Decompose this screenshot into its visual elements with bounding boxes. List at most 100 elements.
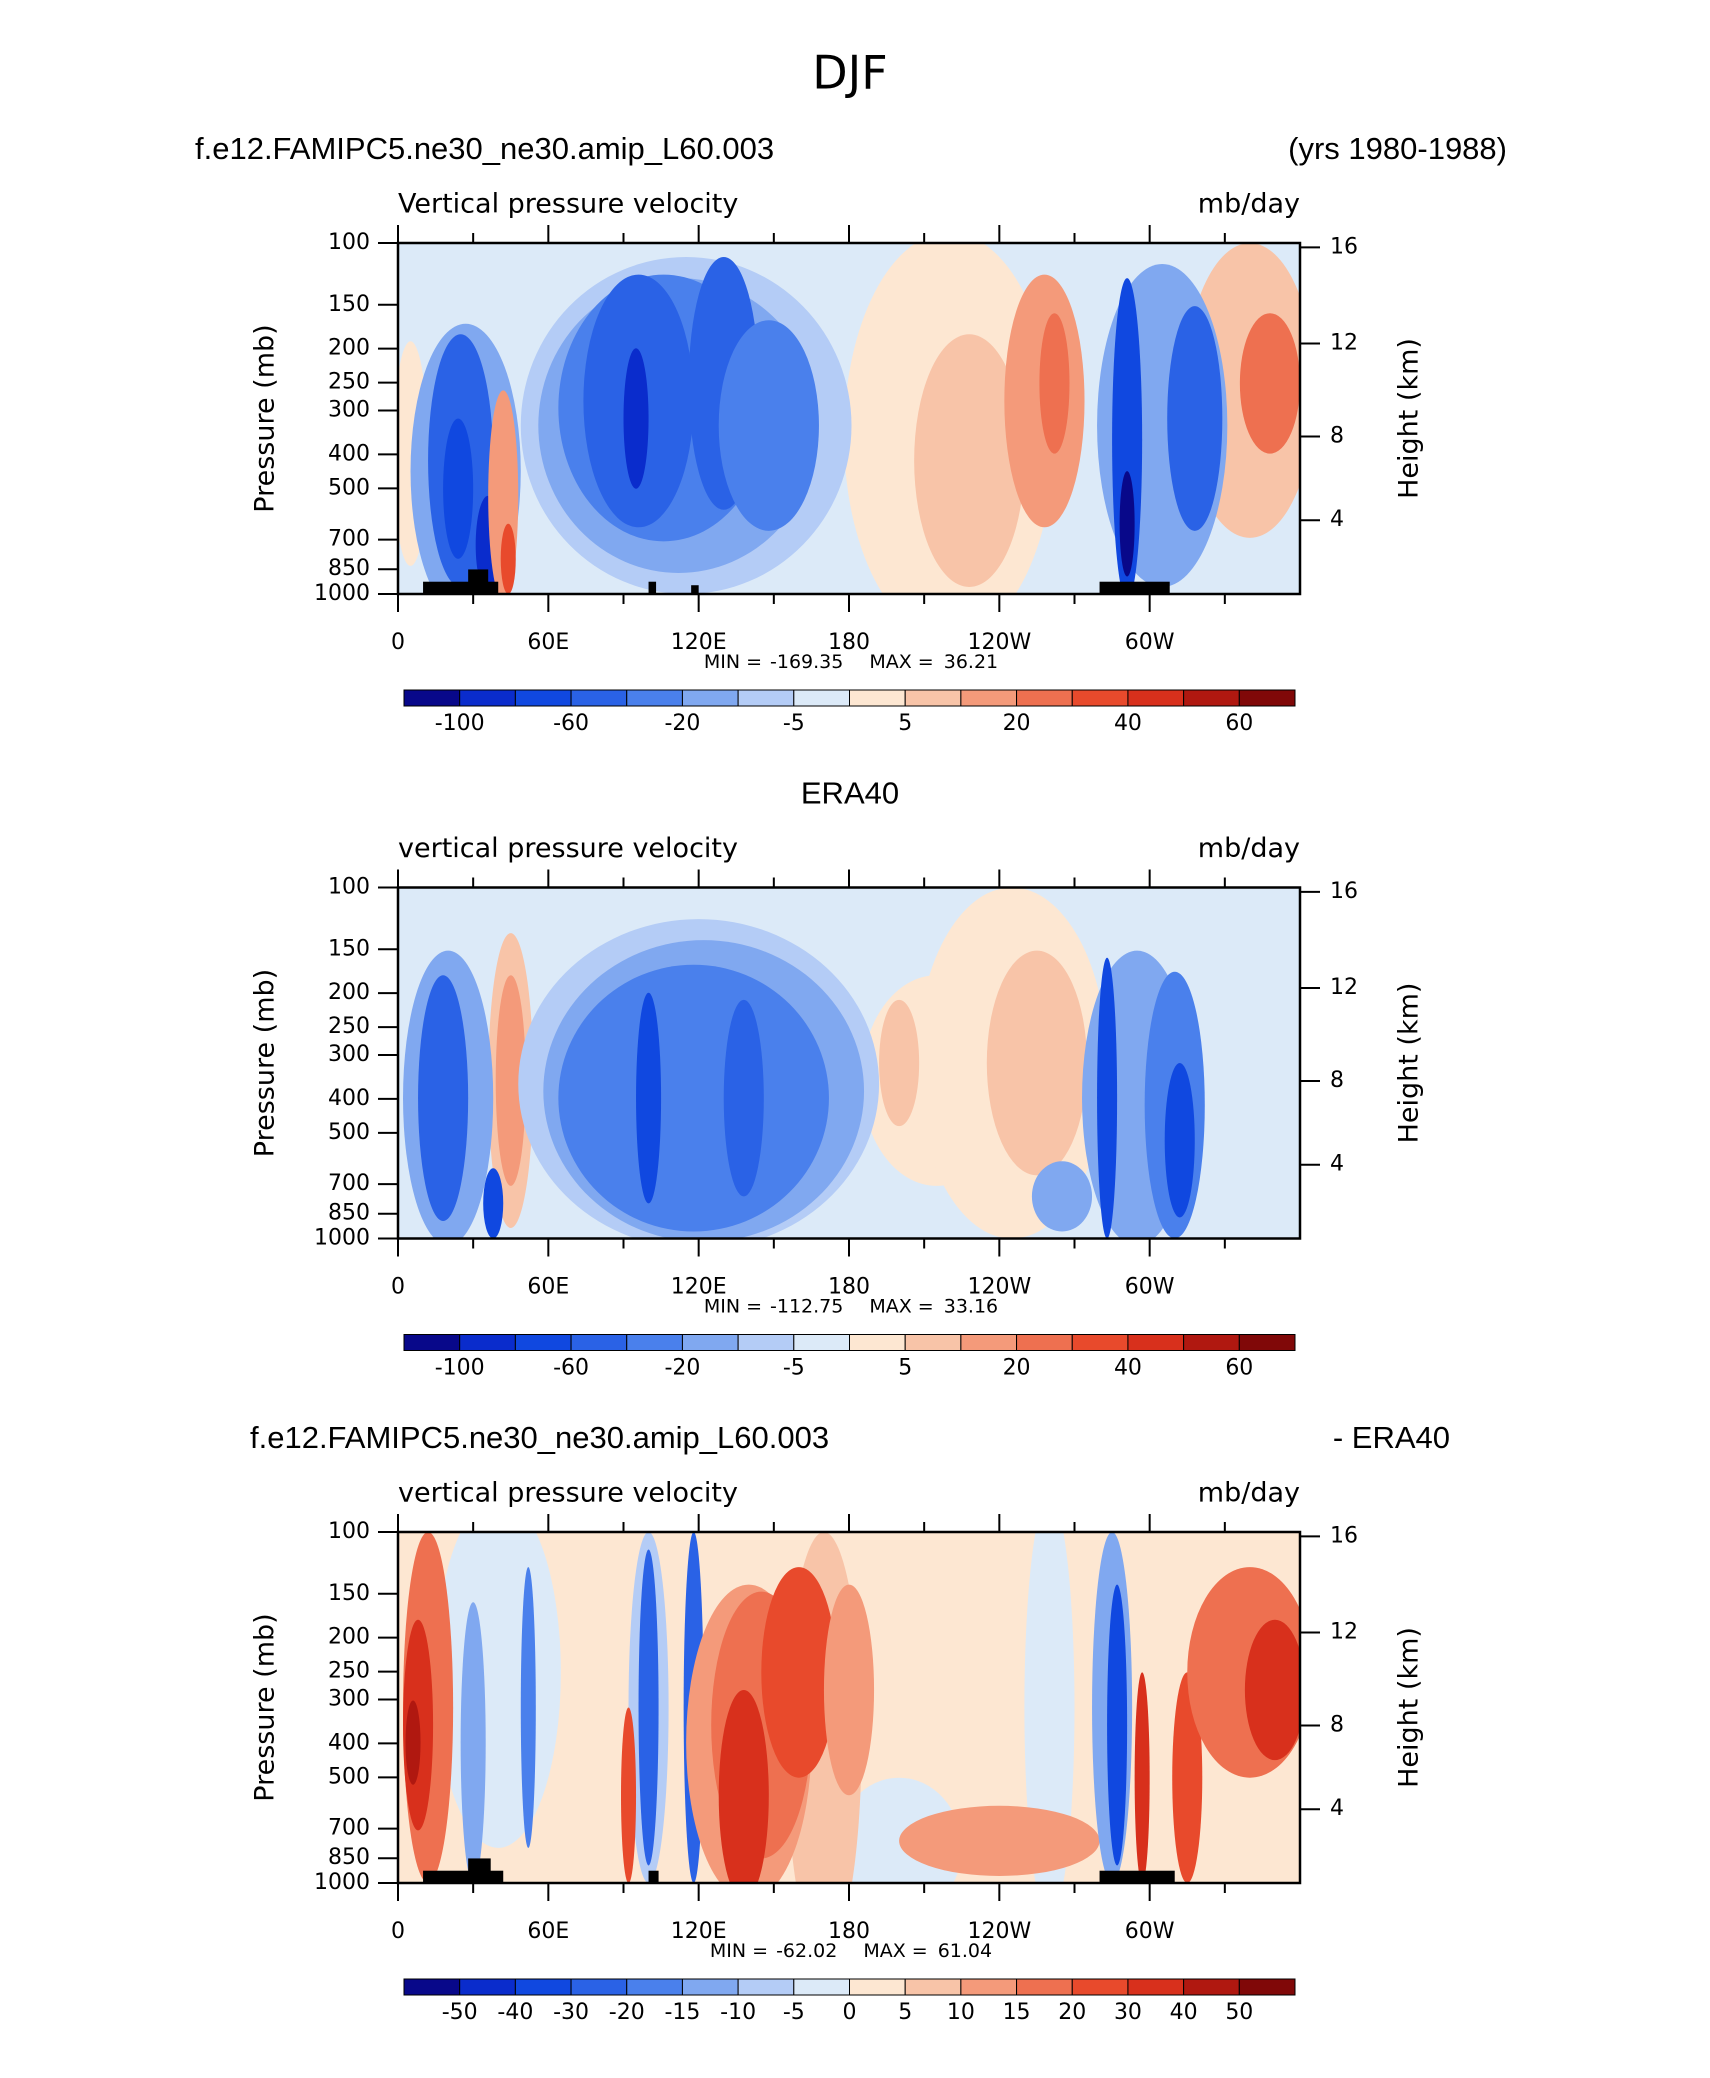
colorbar-label: -10 [720,2000,756,2025]
min-max: MIN = -169.35 MAX = 36.21 [704,651,998,673]
y-tick-label: 150 [328,936,370,961]
panel-title-right: - ERA40 [1333,1420,1450,1455]
x-tick-label: 60W [1125,1275,1175,1300]
contour-region [623,348,649,489]
colorbar-label: 10 [947,2000,975,2025]
colorbar-box [1183,1978,1240,1996]
colorbar-box [1238,1334,1296,1351]
x-tick-label: 120W [967,630,1031,655]
contour-region [1097,957,1118,1239]
y-tick-label: 850 [328,556,370,581]
colorbar-box [681,689,739,707]
colorbar-box [514,689,572,707]
colorbar-box [681,1978,739,1996]
colorbar-box [681,1334,739,1351]
y2-axis-label: Height (km) [1394,1627,1425,1788]
max: 61.04 [938,1940,992,1962]
y2-tick-label: 4 [1330,1796,1344,1821]
contour-region [636,992,662,1204]
topography [468,569,489,594]
x-tick-label: 120E [671,1919,727,1944]
contour-region [1164,1063,1195,1218]
colorbar-label: -60 [553,711,589,736]
contour-field [398,1532,1300,1883]
y-tick-label: 150 [328,1581,370,1606]
colorbar-label: 40 [1114,711,1142,736]
colorbar-label: 15 [1003,2000,1031,2025]
topography [468,1858,491,1883]
contour-region [723,999,764,1197]
contour-region [986,950,1088,1176]
y-tick-label: 850 [328,1201,370,1226]
max: 36.21 [944,651,998,673]
colorbar-label: 5 [898,2000,912,2025]
panel-title-left: f.e12.FAMIPC5.ne30_ne30.amip_L60.003 [195,131,774,166]
colorbar-box [793,1978,850,1996]
colorbar-box [737,689,795,707]
colorbar-box [737,1978,795,1996]
x-tick-label: 0 [391,1919,405,1944]
y2-tick-label: 4 [1330,507,1344,532]
y2-axis-label: Height (km) [1394,338,1425,499]
x-tick-label: 120W [967,1275,1031,1300]
contour-region [1024,1532,1075,1883]
y-tick-label: 150 [328,292,370,317]
variable-label: Vertical pressure velocity [398,189,738,220]
x-tick-label: 0 [391,1275,405,1300]
y-tick-label: 100 [328,1519,370,1544]
colorbar-box [1127,1334,1185,1351]
contour-region [418,975,469,1221]
contour-region [558,964,829,1232]
contour-region [1244,1619,1300,1761]
contour-region [761,1567,837,1778]
contour-region [1039,313,1070,454]
min: -112.75 [770,1295,843,1317]
y-tick-label: 250 [328,1014,370,1039]
contour-region [1134,1672,1150,1883]
y-tick-label: 700 [328,527,370,552]
topography [1099,581,1170,594]
colorbar-label: 5 [898,1356,912,1381]
y-tick-label: 500 [328,1764,370,1789]
colorbar-label: -5 [783,2000,805,2025]
y-tick-label: 100 [328,875,370,900]
y2-tick-label: 12 [1330,975,1358,1000]
colorbar-label: -60 [553,1356,589,1381]
colorbar-box [514,1978,572,1996]
contour-region [500,523,516,594]
x-tick-label: 60W [1125,1919,1175,1944]
colorbar-box [793,1334,850,1351]
y-tick-label: 1000 [314,1870,370,1895]
contour-region [495,975,526,1186]
colorbar-box [1016,1978,1073,1996]
variable-label: vertical pressure velocity [398,833,738,864]
colorbar-label: -20 [609,2000,645,2025]
panel-title: ERA40 [801,776,899,811]
colorbar-label: -15 [664,2000,700,2025]
y-tick-label: 300 [328,1042,370,1067]
y2-tick-label: 12 [1330,1619,1358,1644]
colorbar-label: 50 [1225,2000,1253,2025]
colorbar-box [403,1334,461,1351]
max: 33.16 [944,1295,998,1317]
x-tick-label: 60E [527,1919,569,1944]
y-tick-label: 300 [328,1686,370,1711]
x-tick-label: 120E [671,630,727,655]
contour-region [1107,1584,1128,1866]
contour-region [718,320,819,531]
x-tick-label: 180 [828,1919,870,1944]
units-label: mb/day [1198,833,1300,864]
y2-tick-label: 4 [1330,1152,1344,1177]
x-tick-label: 60E [527,1275,569,1300]
colorbar-box [1127,689,1185,707]
colorbar-box [960,1334,1018,1351]
y-tick-label: 200 [328,980,370,1005]
colorbar-label: 40 [1170,2000,1198,2025]
y2-tick-label: 16 [1330,879,1358,904]
contour-region [1172,1672,1203,1883]
max-label: MAX = [869,1295,933,1317]
y2-tick-label: 8 [1330,1068,1344,1093]
colorbar-label: 40 [1114,1356,1142,1381]
colorbar-label: -50 [442,2000,478,2025]
x-tick-label: 0 [391,630,405,655]
